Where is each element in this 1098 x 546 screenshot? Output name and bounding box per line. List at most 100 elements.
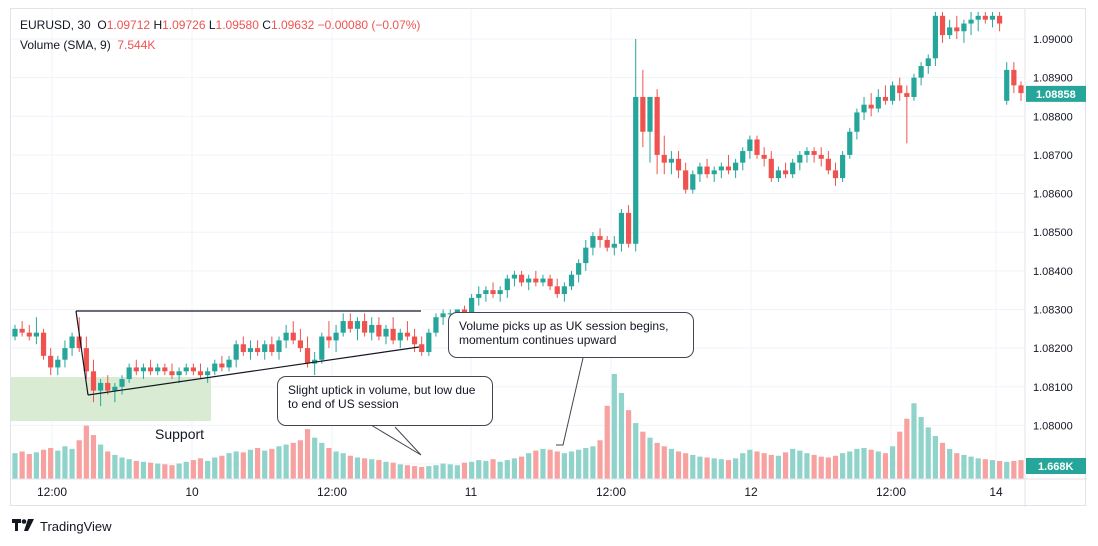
last-price-tag	[1026, 85, 1086, 102]
volume-bar	[861, 448, 867, 479]
volume-bar	[426, 466, 432, 479]
volume-bar	[340, 453, 346, 479]
candle-body	[961, 23, 967, 32]
volume-bar	[961, 454, 967, 479]
ohlc-legend: EURUSD, 30 O1.09712 H1.09726 L1.09580 C1…	[20, 18, 420, 32]
candle-body	[554, 286, 560, 295]
support-zone	[11, 377, 211, 421]
volume-bar	[768, 454, 774, 479]
price-tick-label: 1.08100	[1033, 382, 1073, 394]
volume-bar	[155, 463, 161, 479]
candle-body	[48, 355, 54, 368]
last-volume-tag	[1026, 458, 1086, 474]
volume-bar	[840, 453, 846, 479]
candle-body	[768, 158, 774, 179]
volume-bar	[48, 448, 54, 479]
volume-bar	[576, 449, 582, 479]
tradingview-brand[interactable]: TradingView	[12, 518, 112, 534]
candle-body	[647, 96, 653, 132]
price-chart[interactable]: 1.09000 1.08900 1.08800 1.08700 1.08600 1.085…	[11, 9, 1087, 507]
candle-body	[518, 274, 525, 283]
candle-body	[1004, 69, 1010, 101]
volume-bar	[126, 459, 132, 479]
volume-bar	[226, 453, 232, 479]
candle-body	[362, 321, 368, 333]
time-tick-label: 10	[185, 485, 199, 499]
volume-bar	[654, 442, 660, 479]
volume-bar	[19, 451, 25, 479]
tradingview-logo-icon	[12, 518, 34, 534]
callout-us-session[interactable]: Slight uptick in volume, but low due to …	[277, 376, 493, 426]
volume-bar	[790, 448, 796, 479]
callout-uk-session[interactable]: Volume picks up as UK session begins, mo…	[448, 312, 694, 358]
candle-body	[219, 363, 225, 368]
volume-bar	[597, 440, 603, 479]
volume-bar	[176, 463, 182, 479]
candle-body	[283, 332, 289, 341]
candle-body	[461, 309, 468, 314]
candle-body	[804, 151, 810, 155]
candle-body	[818, 154, 824, 159]
candle-body	[297, 340, 303, 349]
candle-body	[932, 15, 938, 59]
volume-bar	[647, 437, 653, 479]
volume-bar	[625, 410, 632, 479]
time-tick-label: 11	[465, 485, 478, 499]
volume-bar	[326, 448, 332, 479]
volume-bar	[76, 440, 82, 479]
candle-body	[618, 212, 625, 244]
candle-body	[354, 321, 361, 329]
volume-bar	[925, 427, 931, 479]
volume-bar	[561, 453, 567, 479]
candle-body	[469, 297, 475, 314]
volume-bar	[90, 435, 97, 479]
volume-bar	[754, 451, 760, 479]
price-tick-label: 1.08000	[1033, 420, 1073, 432]
candle-body	[426, 332, 432, 352]
candle-body	[611, 243, 617, 248]
candle-body	[711, 170, 717, 175]
volume-bar	[461, 462, 468, 479]
volume-bar	[105, 451, 111, 479]
candle-body	[875, 96, 881, 109]
volume-bar	[290, 442, 296, 479]
candle-body	[140, 367, 147, 372]
volume-bar	[989, 460, 996, 479]
candle-body	[661, 154, 667, 163]
candle-body	[83, 348, 89, 372]
candle-body	[133, 367, 139, 372]
volume-bar	[404, 465, 411, 479]
volume-bar	[590, 446, 596, 479]
candle-body	[675, 158, 682, 171]
candle-body	[704, 166, 710, 175]
candle-body	[975, 15, 981, 20]
volume-bar	[233, 451, 239, 479]
chart-frame[interactable]: 1.09000 1.08900 1.08800 1.08700 1.08600 1.085…	[10, 8, 1087, 507]
volume-bar	[476, 460, 482, 479]
volume-bar	[1018, 460, 1024, 479]
candle-body	[633, 96, 639, 244]
candle-body	[790, 162, 796, 175]
volume-bar	[319, 442, 325, 479]
volume-bar	[362, 458, 368, 479]
volume-bar	[968, 456, 974, 479]
close-label: C	[262, 18, 271, 32]
volume-bar	[661, 446, 667, 479]
candle-body	[176, 371, 182, 376]
volume-bar	[119, 457, 125, 479]
volume-bar	[354, 457, 361, 479]
high-label: H	[153, 18, 163, 32]
candle-body	[276, 340, 282, 352]
volume-bar	[454, 465, 460, 479]
volume-bar	[98, 444, 104, 479]
volume-bar	[511, 458, 518, 479]
candle-body	[326, 336, 332, 341]
volume-bar	[190, 460, 196, 479]
volume-bar	[140, 461, 147, 479]
volume-bar	[304, 429, 311, 479]
volume-bar	[540, 448, 546, 479]
volume-bar	[797, 450, 803, 479]
candle-body	[925, 58, 931, 67]
volume-bar	[611, 374, 617, 479]
volume-bar	[640, 431, 646, 479]
